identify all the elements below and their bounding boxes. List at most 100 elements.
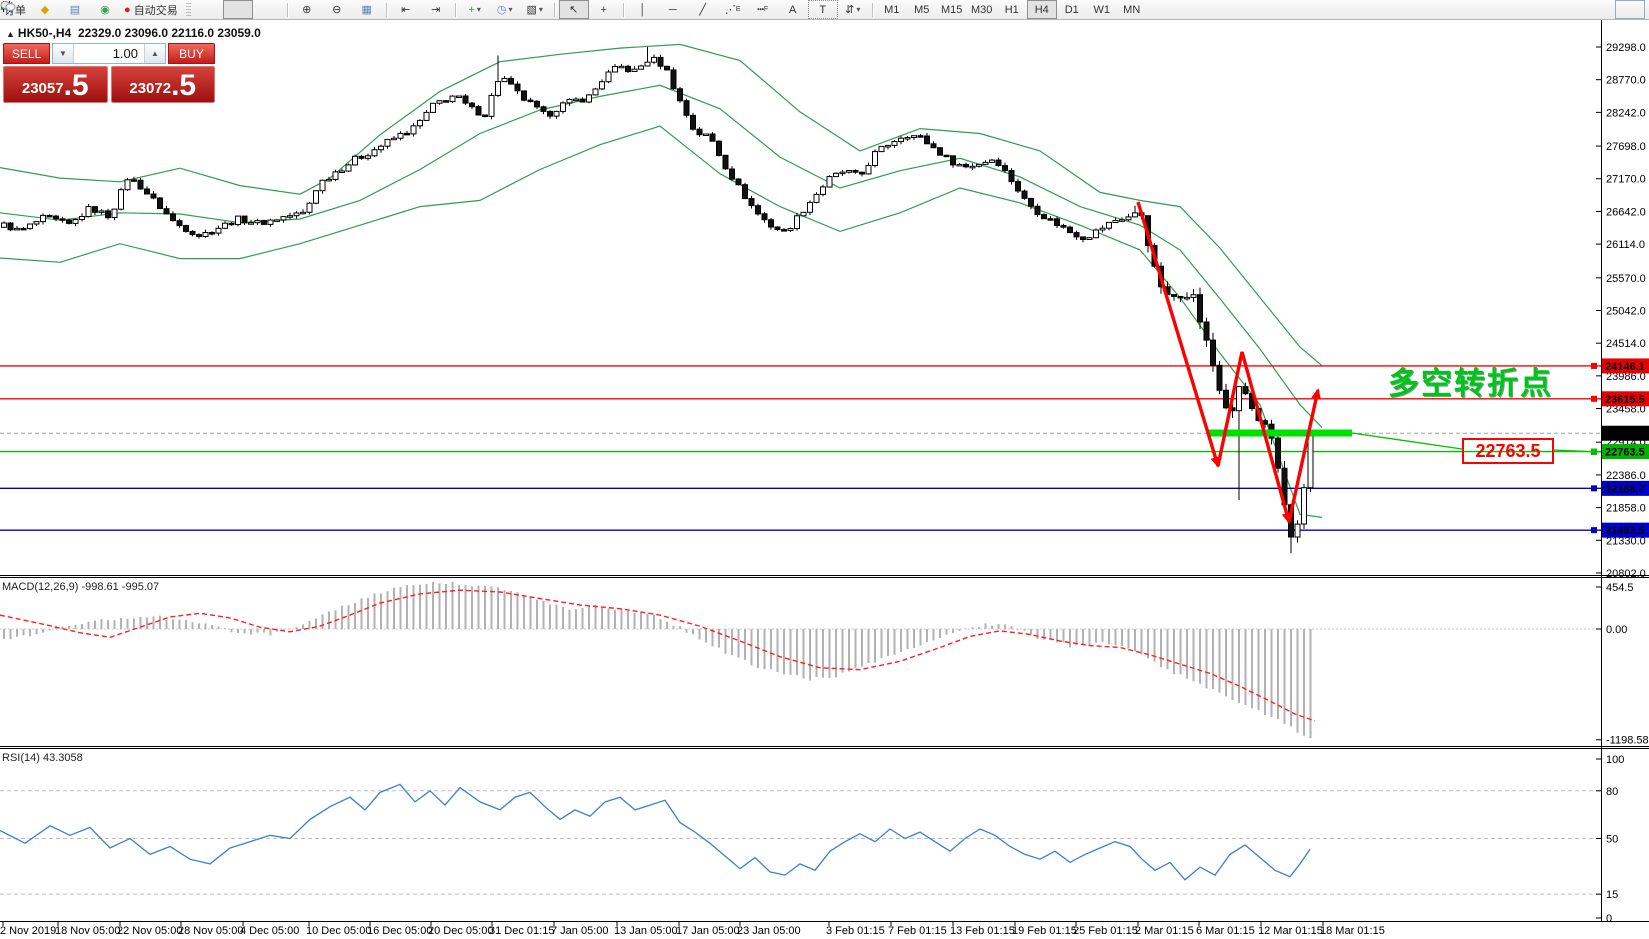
chart-icon: ▲ [6, 29, 15, 39]
price-label-23059.0 [1602, 425, 1649, 441]
template-menu-button[interactable]: ▧ ▾ [526, 4, 543, 16]
auto-scroll-button[interactable]: ⇤ [401, 4, 411, 16]
symbol-period: HK50-,H4 [17, 26, 72, 40]
timeframe-H1[interactable]: H1 [1004, 3, 1019, 16]
svg-text:100: 100 [1606, 754, 1624, 766]
volume-input[interactable]: 1.00 [112, 46, 138, 61]
fibonacci-tool[interactable]: ┅ F [757, 4, 769, 16]
candlestick-mode-button[interactable] [1, 0, 253, 19]
timeframe-D1[interactable]: D1 [1064, 3, 1079, 16]
timeframe-MN[interactable]: MN [1123, 3, 1141, 16]
svg-text:31 Dec 01:15: 31 Dec 01:15 [489, 925, 554, 937]
sell-price-tile[interactable]: 23057.5 [3, 66, 108, 103]
timeframe-M5[interactable]: M5 [914, 3, 930, 16]
sell-price-fraction: .5 [63, 69, 89, 102]
autotrade-icon: ● [124, 3, 131, 16]
tile-windows-button[interactable]: ▦ [361, 4, 372, 16]
macd-signal-line [0, 589, 1316, 722]
price-label-21493.5 [1602, 522, 1649, 538]
volume-decrease-button[interactable]: ▼ [53, 44, 74, 63]
period-menu-button[interactable]: ◷ ▾ [496, 4, 513, 16]
price-label-22168.7 [1602, 480, 1649, 496]
trade-level-rectangle[interactable] [1208, 429, 1352, 437]
svg-text:28242.0: 28242.0 [1606, 107, 1646, 119]
chat-icon [0, 1, 16, 11]
panel-separators[interactable] [0, 19, 1649, 922]
rsi-indicator-label: RSI(14) 43.3058 [2, 752, 83, 764]
vertical-line-tool[interactable]: │ [639, 3, 647, 16]
zoom-in-button[interactable]: ⊕ [302, 4, 312, 16]
price-callout-box[interactable]: 22763.5 [1462, 438, 1554, 464]
svg-text:17 Jan 05:00: 17 Jan 05:00 [676, 925, 740, 937]
macd-indicator-label: MACD(12,26,9) -998.61 -995.07 [2, 581, 160, 593]
svg-text:28 Nov 05:00: 28 Nov 05:00 [178, 925, 243, 937]
svg-text:28770.0: 28770.0 [1606, 75, 1646, 87]
price-axis-labels: 24146.1 23615.5 23059.0 22763.5 22168.7 21493… [1602, 358, 1649, 538]
svg-text:3 Feb 01:15: 3 Feb 01:15 [826, 925, 885, 937]
svg-text:22763.5: 22763.5 [1605, 447, 1645, 459]
trend-arrow[interactable] [1216, 351, 1292, 524]
ohlc-values: 22329.0 23096.0 22116.0 23059.0 [77, 26, 261, 40]
svg-text:25 Feb 01:15: 25 Feb 01:15 [1073, 925, 1138, 937]
svg-text:23458.0: 23458.0 [1606, 404, 1646, 416]
svg-text:10 Dec 05:00: 10 Dec 05:00 [306, 925, 371, 937]
trend-arrow[interactable] [1136, 201, 1221, 468]
new-order-icon[interactable]: ◆ [40, 4, 50, 16]
trendline-tool[interactable]: ╱ [699, 4, 707, 16]
buy-price-tile[interactable]: 23072.5 [110, 66, 215, 103]
sell-button[interactable]: SELL [3, 43, 50, 64]
timeframe-W1[interactable]: W1 [1093, 3, 1110, 16]
svg-text:16 Dec 05:00: 16 Dec 05:00 [367, 925, 432, 937]
svg-text:25570.0: 25570.0 [1606, 273, 1646, 285]
trend-arrows[interactable] [1136, 201, 1321, 524]
text-tool[interactable]: A [789, 3, 797, 16]
bollinger-bands [0, 43, 1323, 518]
svg-text:-1198.58: -1198.58 [1606, 735, 1649, 747]
signal-icon[interactable]: ◉ [100, 4, 110, 16]
chat-button[interactable] [0, 0, 1645, 19]
timeframe-M15[interactable]: M15 [941, 3, 963, 16]
chart-shift-button[interactable]: ⇥ [431, 4, 441, 16]
bar-chart-mode-button[interactable] [1, 0, 223, 19]
horizontal-price-lines[interactable] [0, 362, 1601, 534]
volume-increase-button[interactable]: ▲ [144, 44, 165, 63]
svg-text:23615.5: 23615.5 [1605, 394, 1645, 406]
svg-text:18 Nov 05:00: 18 Nov 05:00 [55, 925, 120, 937]
report-icon[interactable]: ▤ [69, 4, 81, 16]
trade-level-bar[interactable] [1208, 429, 1602, 456]
svg-text:22 Nov 05:00: 22 Nov 05:00 [117, 925, 182, 937]
zoom-out-button[interactable]: ⊖ [332, 4, 342, 16]
price-label-23615.5 [1602, 391, 1649, 407]
svg-text:7 Feb 01:15: 7 Feb 01:15 [888, 925, 947, 937]
add-indicator-button[interactable]: + ▾ [468, 3, 481, 16]
crosshair-tool-button[interactable]: + [600, 3, 607, 16]
svg-text:0: 0 [1606, 913, 1612, 925]
macd-panel [0, 581, 1601, 739]
trend-arrow[interactable] [1287, 388, 1321, 523]
svg-text:21330.0: 21330.0 [1606, 535, 1646, 547]
svg-text:12 Mar 01:15: 12 Mar 01:15 [1258, 925, 1323, 937]
timeframe-M30[interactable]: M30 [971, 3, 993, 16]
line-chart-mode-button[interactable] [0, 0, 283, 19]
timeframe-H4[interactable]: H4 [1026, 0, 1057, 19]
svg-text:0.00: 0.00 [1606, 624, 1627, 636]
svg-text:23059.0: 23059.0 [1605, 428, 1645, 440]
cursor-tool-button[interactable]: ↖ [558, 0, 589, 19]
buy-button[interactable]: BUY [168, 43, 215, 64]
svg-text:22386.0: 22386.0 [1606, 470, 1646, 482]
search-button[interactable] [1, 0, 1615, 19]
svg-text:24146.1: 24146.1 [1605, 361, 1645, 373]
timeframe-M1[interactable]: M1 [884, 3, 900, 16]
channel-tool[interactable]: ⋰ E [724, 4, 741, 16]
arrows-tool[interactable]: ⇵ ▾ [845, 4, 861, 16]
autotrade-button[interactable]: ● 自动交易 [124, 3, 178, 17]
svg-text:23 Jan 05:00: 23 Jan 05:00 [737, 925, 801, 937]
turning-point-annotation[interactable]: 多空转折点 [1388, 366, 1553, 401]
svg-text:13 Feb 01:15: 13 Feb 01:15 [950, 925, 1015, 937]
text-label-tool[interactable]: T [807, 0, 838, 19]
buy-price-fraction: .5 [171, 69, 197, 102]
horizontal-line-tool[interactable]: ─ [668, 3, 677, 16]
svg-text:80: 80 [1606, 786, 1618, 798]
